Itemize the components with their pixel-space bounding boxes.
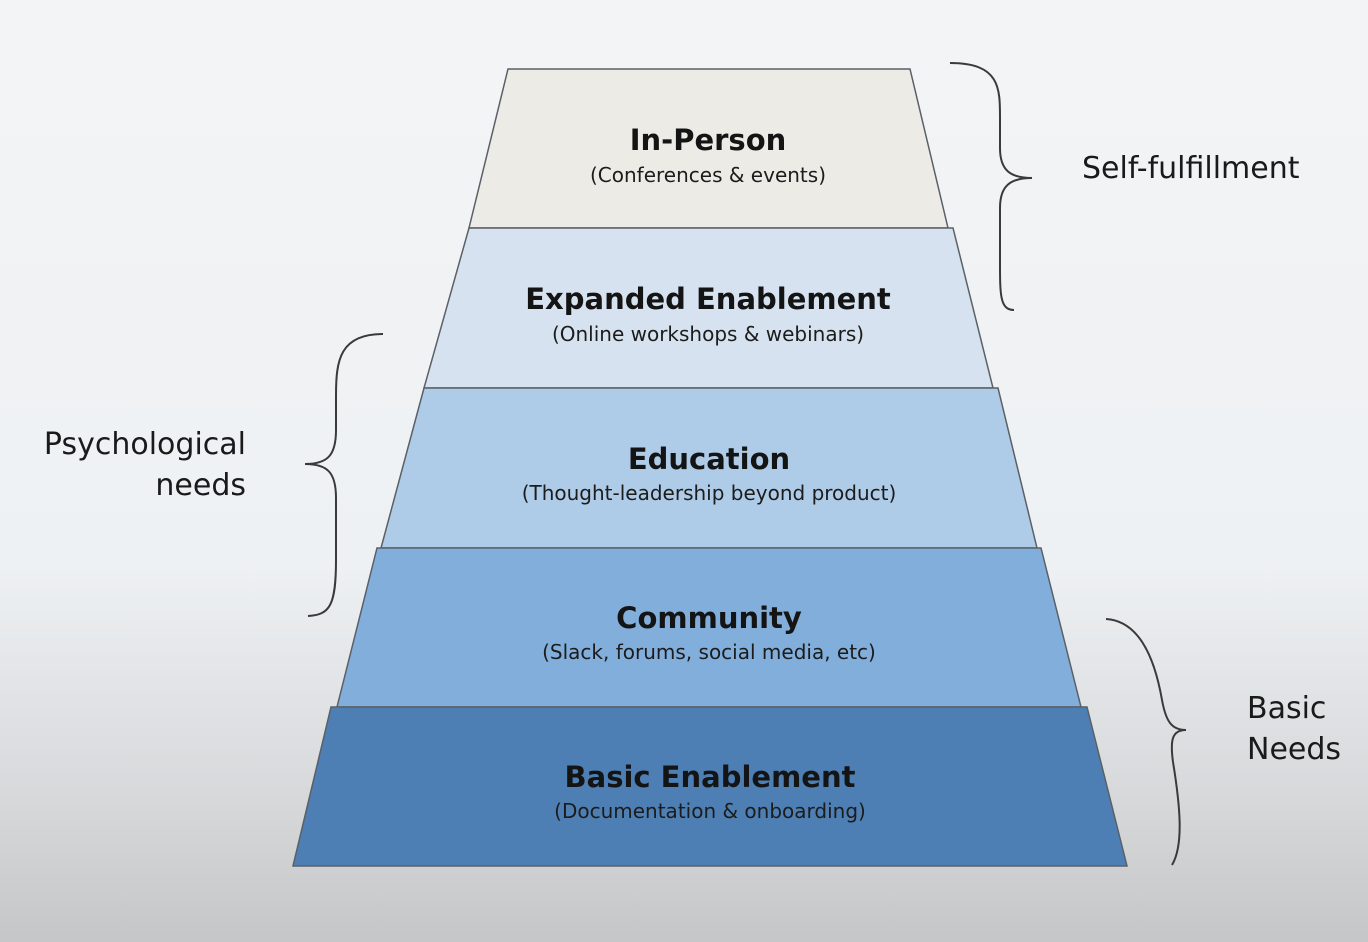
basic-needs-label-line2: Needs	[1247, 732, 1341, 767]
tier-basic-enablement-subtitle: (Documentation & onboarding)	[554, 799, 866, 823]
tier-community: Community (Slack, forums, social media, …	[336, 547, 1082, 708]
psychological-needs-brace	[304, 333, 384, 617]
tier-education: Education (Thought-leadership beyond pro…	[380, 387, 1038, 549]
basic-needs-label-line1: Basic	[1247, 691, 1326, 726]
tier-basic-enablement-shape	[292, 706, 1128, 867]
tier-in-person: In-Person (Conferences & events)	[468, 68, 949, 229]
tier-basic-enablement-title: Basic Enablement	[565, 760, 856, 794]
psychological-needs-label-line1: Psychological	[44, 427, 246, 462]
basic-needs-brace	[1105, 618, 1187, 866]
tier-education-subtitle: (Thought-leadership beyond product)	[522, 481, 897, 505]
self-fulfillment-label: Self-fulfillment	[1082, 151, 1300, 186]
psychological-needs-label-line2: needs	[155, 468, 246, 503]
tier-basic-enablement: Basic Enablement (Documentation & onboar…	[292, 706, 1128, 867]
tier-community-subtitle: (Slack, forums, social media, etc)	[542, 640, 876, 664]
tier-expanded-enablement: Expanded Enablement (Online workshops & …	[423, 227, 994, 389]
tier-in-person-title: In-Person	[630, 123, 787, 157]
tier-in-person-subtitle: (Conferences & events)	[590, 163, 826, 187]
self-fulfillment-brace	[949, 62, 1033, 311]
tier-education-title: Education	[628, 442, 790, 476]
tier-community-title: Community	[616, 601, 802, 635]
tier-expanded-enablement-subtitle: (Online workshops & webinars)	[552, 322, 864, 346]
tier-expanded-enablement-title: Expanded Enablement	[525, 282, 891, 316]
